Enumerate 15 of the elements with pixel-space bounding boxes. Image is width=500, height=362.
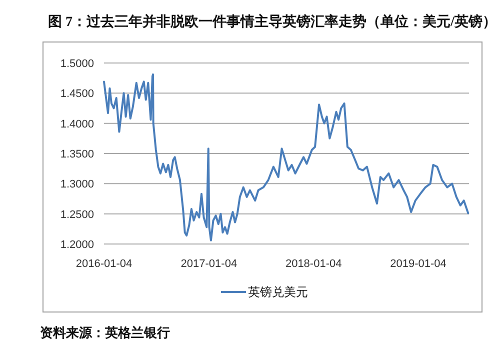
y-tick-label: 1.4500 <box>60 88 94 100</box>
chart-title: 图 7：过去三年并非脱欧一件事情主导英镑汇率走势（单位：美元/英镑） <box>48 13 496 30</box>
y-tick-label: 1.5000 <box>60 58 94 70</box>
y-tick-label: 1.2000 <box>60 239 94 251</box>
legend-label: 英镑兑美元 <box>248 285 308 299</box>
y-tick-label: 1.3000 <box>60 178 94 191</box>
x-tick-label: 2018-01-04 <box>285 258 342 270</box>
x-tick-label: 2019-01-04 <box>390 258 446 270</box>
y-tick-label: 1.3500 <box>60 148 94 160</box>
y-tick-label: 1.2500 <box>60 208 94 221</box>
x-tick-label: 2016-01-04 <box>76 258 132 270</box>
y-tick-label: 1.4000 <box>60 118 94 130</box>
text: 资料来源：英格兰银行 <box>40 325 170 340</box>
x-tick-label: 2017-01-04 <box>180 258 238 270</box>
line-series <box>103 73 470 242</box>
